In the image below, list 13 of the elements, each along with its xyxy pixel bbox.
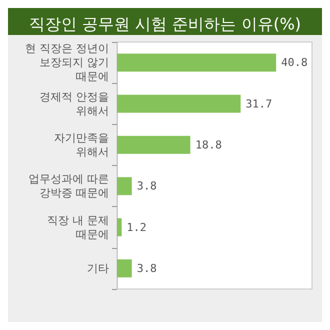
data-label: 18.8 <box>195 138 222 152</box>
data-label: 40.8 <box>281 56 308 70</box>
data-label: 3.8 <box>136 262 157 275</box>
y-tick-label: 업무성과에 따른 강박증 때문에 <box>28 172 109 200</box>
data-label: 3.8 <box>136 180 157 193</box>
data-label: 31.7 <box>246 97 272 110</box>
y-tick-label: 경제적 안정을 위해서 <box>40 90 109 118</box>
y-tick-label: 직장 내 문제 때문에 <box>47 214 109 241</box>
data-label: 1.2 <box>126 220 147 234</box>
y-tick-label: 기타 <box>87 262 109 275</box>
chart-title: 직장인 공무원 시험 준비하는 이유(%) <box>28 14 302 34</box>
y-tick-label: 자기만족을 위해서 <box>54 131 109 158</box>
y-tick-label: 현 직장은 정년이 보장되지 않기 때문에 <box>25 42 109 84</box>
